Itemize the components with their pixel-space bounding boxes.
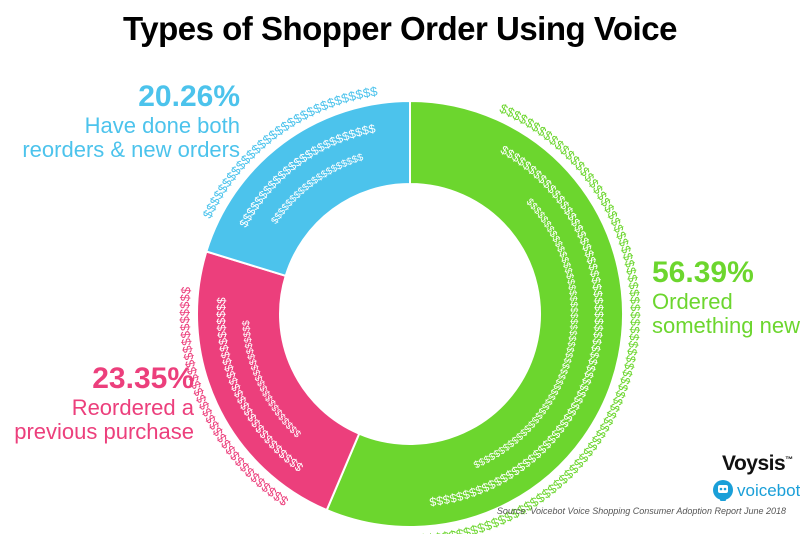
voicebot-logo: voicebot.ai™	[712, 479, 800, 503]
callout-new-percent: 56.39%	[652, 256, 754, 289]
chart-title: Types of Shopper Order Using Voice	[123, 10, 677, 47]
voicebot-logo-text: voicebot.ai	[737, 481, 800, 500]
callout-reorder-line2: previous purchase	[14, 419, 194, 445]
callout-both-line2: reorders & new orders	[22, 137, 240, 163]
donut-slices	[196, 99, 624, 528]
callout-new-line1: Ordered	[652, 288, 733, 314]
robot-microphone-icon	[713, 480, 733, 501]
callout-both-orders: 20.26% Have done both reorders & new ord…	[22, 80, 240, 163]
callout-both-line1: Have done both	[84, 112, 240, 138]
source-note: Source: Voicebot Voice Shopping Consumer…	[496, 506, 786, 516]
callout-reorder: 23.35% Reordered a previous purchase	[14, 362, 194, 445]
callout-reorder-line1: Reordered a	[71, 394, 194, 420]
voysis-trademark: ™	[785, 455, 793, 464]
callout-reorder-percent: 23.35%	[92, 362, 194, 395]
callout-both-percent: 20.26%	[138, 80, 240, 113]
callout-new-line2: something new	[652, 313, 800, 339]
voysis-logo: Voysis™	[722, 452, 793, 476]
slice-reorder	[196, 250, 361, 512]
slice-new-order	[325, 99, 624, 528]
callout-new-order: 56.39% Ordered something new	[652, 256, 800, 339]
voysis-logo-text: Voysis	[722, 452, 786, 475]
slice-both-orders	[205, 99, 411, 278]
